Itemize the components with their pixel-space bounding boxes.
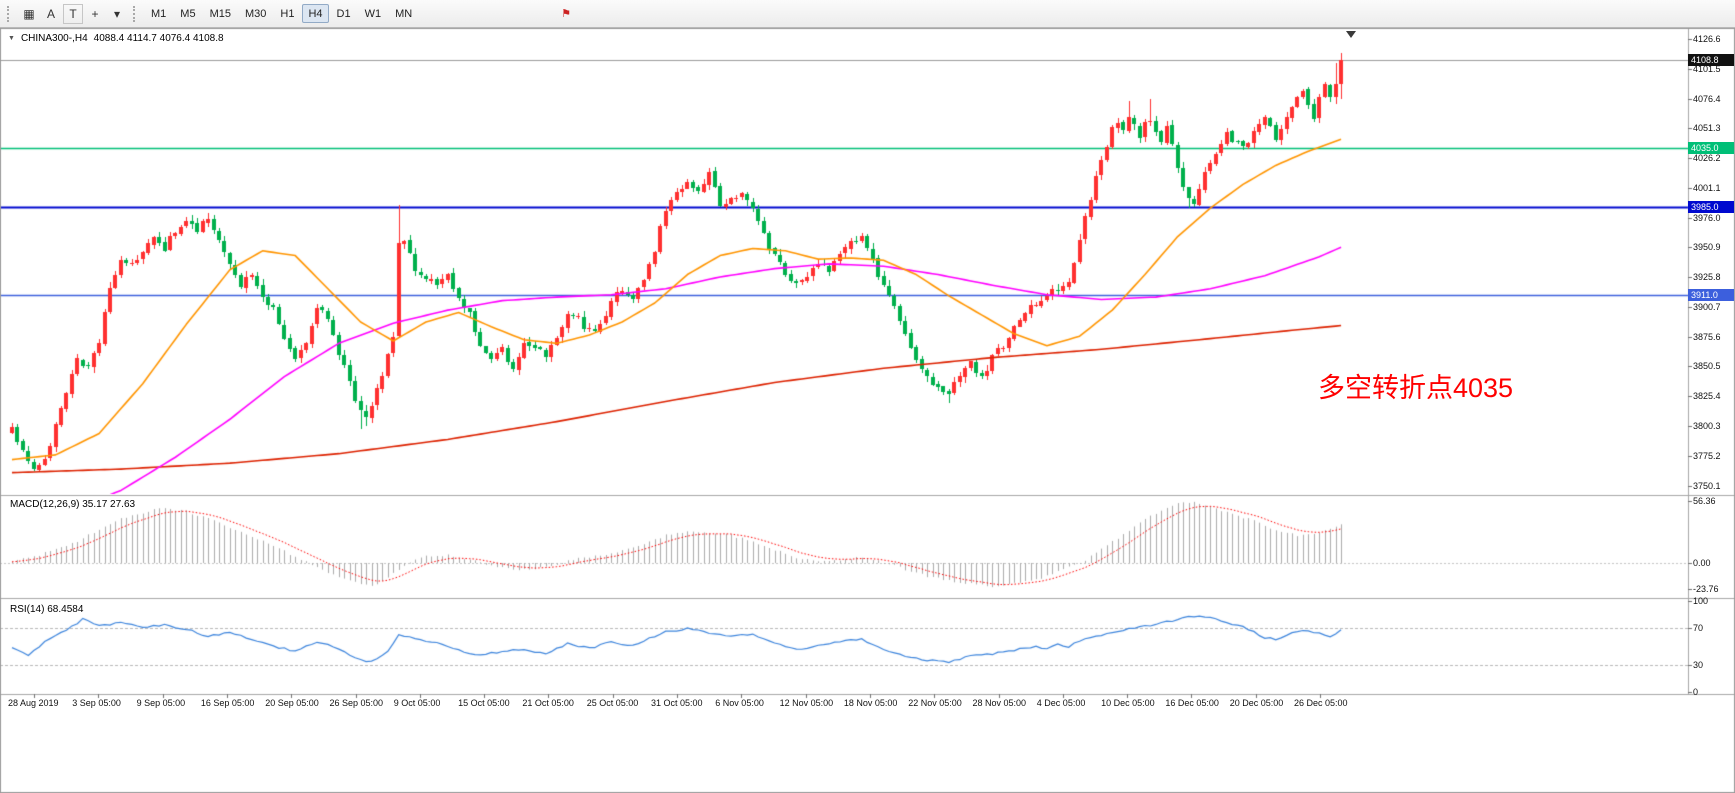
chart-annotation-text[interactable]: 多空转折点4035 [1318, 373, 1514, 403]
time-axis-label: 28 Nov 05:00 [972, 698, 1027, 708]
rsi-axis-label: 30 [1693, 659, 1704, 670]
price-axis-label: 3825.4 [1693, 391, 1721, 402]
time-axis-label: 25 Oct 05:00 [586, 698, 639, 708]
time-axis-label: 16 Sep 05:00 [200, 698, 255, 708]
chart-title: ▼ CHINA300-,H4 4088.4 4114.7 4076.4 4108… [8, 33, 224, 44]
timeframe-m30-button[interactable]: M30 [239, 4, 272, 23]
time-axis-label: 12 Nov 05:00 [779, 698, 834, 708]
timeframe-d1-button[interactable]: D1 [331, 4, 357, 23]
macd-indicator-label: MACD(12,26,9) 35.17 27.63 [10, 499, 136, 510]
price-axis-label: 4001.1 [1693, 182, 1721, 193]
time-axis-label: 16 Dec 05:00 [1165, 698, 1219, 708]
hline-price-tag: 3911.0 [1688, 288, 1734, 301]
time-axis-label: 9 Oct 05:00 [393, 698, 441, 708]
hline-price-tag: 4035.0 [1688, 141, 1734, 154]
toolbar: ▦ A T + ▾ M1 M5 M15 M30 H1 H4 D1 W1 MN ⚑ [0, 0, 1735, 28]
current-price-tag: 4108.8 [1688, 54, 1734, 67]
price-axis-label: 3775.2 [1693, 450, 1721, 461]
timeframe-m1-button[interactable]: M1 [145, 4, 172, 23]
price-chart-canvas[interactable] [0, 28, 1735, 793]
chart-dropdown-icon[interactable]: ▼ [8, 35, 15, 42]
price-axis-label: 4026.2 [1693, 153, 1721, 164]
chart-ohlc-values: 4088.4 4114.7 4076.4 4108.8 [93, 33, 224, 44]
time-axis-label: 9 Sep 05:00 [136, 698, 186, 708]
time-axis-label: 26 Sep 05:00 [329, 698, 384, 708]
timeframe-h4-button[interactable]: H4 [302, 4, 329, 23]
time-axis-label: 21 Oct 05:00 [522, 698, 574, 708]
price-axis-label: 3875.6 [1693, 331, 1721, 342]
price-axis-label: 4076.4 [1693, 93, 1721, 104]
price-axis-label: 4101.5 [1693, 63, 1721, 74]
macd-axis-label: 0.00 [1693, 558, 1711, 568]
macd-axis-label: 56.36 [1693, 496, 1716, 506]
price-axis-label: 4126.6 [1693, 33, 1721, 44]
price-axis-label: 3976.0 [1693, 212, 1721, 223]
time-axis-label: 26 Dec 05:00 [1294, 698, 1348, 708]
timeframe-m15-button[interactable]: M15 [204, 4, 237, 23]
time-axis-label: 18 Nov 05:00 [843, 698, 898, 708]
timeframe-w1-button[interactable]: W1 [359, 4, 388, 23]
tools-dropdown-button[interactable]: ▾ [107, 4, 127, 24]
macd-axis-label: -23.76 [1693, 584, 1719, 595]
charts-grid-icon: ▦ [23, 6, 35, 21]
chart-shift-icon[interactable] [1346, 31, 1356, 38]
pane-splitter-macd[interactable] [0, 493, 1735, 498]
price-axis-label: 3950.9 [1693, 242, 1721, 253]
price-axis-label: 3925.8 [1693, 272, 1721, 283]
chevron-down-icon: ▾ [113, 6, 121, 21]
chart-window: ▼ CHINA300-,H4 4088.4 4114.7 4076.4 4108… [0, 28, 1735, 793]
time-axis-label: 4 Dec 05:00 [1036, 698, 1086, 708]
time-axis-label: 31 Oct 05:00 [651, 698, 703, 708]
timeframe-h1-button[interactable]: H1 [274, 4, 300, 23]
rsi-axis-label: 0 [1693, 687, 1699, 697]
time-axis-label: 15 Oct 05:00 [458, 698, 510, 708]
time-axis-label: 22 Nov 05:00 [908, 698, 962, 708]
rsi-indicator-label: RSI(14) 68.4584 [10, 604, 84, 615]
price-axis-label: 3900.7 [1693, 301, 1721, 312]
price-axis-label: 3800.3 [1693, 421, 1721, 432]
timeframe-mn-button[interactable]: MN [389, 4, 418, 23]
pane-splitter-rsi[interactable] [0, 596, 1735, 601]
time-axis-label: 20 Sep 05:00 [265, 698, 319, 708]
toolbar-grip[interactable] [7, 5, 13, 22]
price-axis-label: 3850.5 [1693, 361, 1721, 372]
time-axis-label: 10 Dec 05:00 [1101, 698, 1155, 708]
chart-symbol-period: CHINA300-,H4 [20, 33, 88, 44]
price-axis-label: 3750.1 [1693, 480, 1721, 491]
rsi-axis-label: 70 [1693, 623, 1704, 634]
rsi-axis-label: 100 [1693, 596, 1709, 606]
font-tool-button[interactable]: A [41, 4, 61, 24]
hline-price-tag: 3985.0 [1688, 200, 1734, 213]
text-tool-button[interactable]: T [63, 3, 83, 24]
timeframe-m5-button[interactable]: M5 [174, 4, 201, 23]
crosshair-tool-button[interactable]: + [85, 4, 105, 24]
crosshair-icon: + [91, 6, 99, 21]
time-axis-label: 28 Aug 2019 [8, 698, 59, 708]
time-axis-label: 20 Dec 05:00 [1229, 698, 1284, 708]
red-flag-icon[interactable]: ⚑ [561, 8, 572, 20]
charts-grid-button[interactable]: ▦ [19, 4, 39, 24]
text-t-icon: T [69, 6, 77, 21]
toolbar-grip[interactable] [133, 5, 139, 22]
time-axis-label: 3 Sep 05:00 [72, 698, 121, 708]
font-a-icon: A [46, 6, 55, 21]
time-axis-label: 6 Nov 05:00 [715, 698, 764, 708]
price-axis-label: 4051.3 [1693, 123, 1721, 134]
